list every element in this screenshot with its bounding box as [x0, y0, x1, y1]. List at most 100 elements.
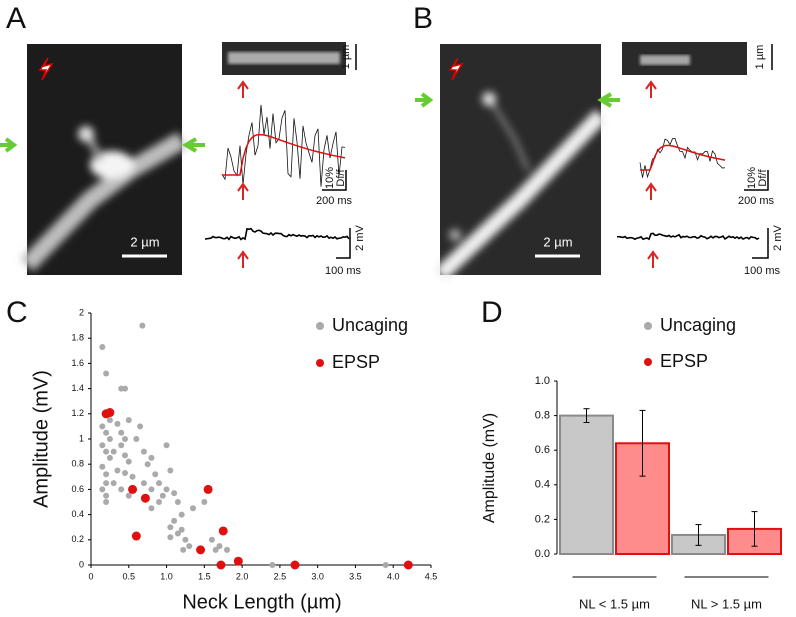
arrow	[415, 92, 434, 108]
point	[106, 417, 113, 424]
panel-label: B	[413, 2, 433, 35]
point	[125, 492, 132, 499]
panel-label: D	[481, 296, 503, 329]
scale-label: 200 ms	[738, 195, 775, 207]
point	[103, 448, 110, 455]
legend-marker	[316, 359, 324, 367]
y-tick-label: 0.6	[71, 484, 84, 494]
point	[110, 448, 117, 455]
scale-bar	[336, 228, 351, 259]
point	[216, 543, 223, 550]
point	[171, 517, 178, 524]
point	[105, 408, 115, 418]
point	[103, 492, 110, 499]
point	[133, 436, 140, 442]
x-tick-label: 4.0	[387, 571, 400, 581]
point	[122, 470, 128, 477]
point	[178, 526, 185, 533]
fit-line	[640, 144, 726, 171]
point	[180, 546, 187, 553]
legend-marker	[316, 322, 324, 330]
point	[148, 454, 155, 461]
stim-arrow	[237, 182, 249, 200]
point	[178, 511, 185, 518]
error-bar	[695, 524, 702, 546]
panel-label: C	[6, 296, 28, 329]
y-tick-label: 0.6	[535, 444, 550, 456]
line-scan	[222, 42, 346, 75]
y-tick-label: 0	[79, 559, 84, 569]
x-tick-label: 2.5	[274, 571, 287, 581]
point	[208, 536, 215, 543]
panel-label: A	[6, 2, 26, 35]
point	[163, 442, 170, 449]
point	[403, 560, 413, 570]
point	[114, 420, 121, 427]
y-tick-label: 1.6	[71, 358, 84, 368]
point	[103, 499, 110, 505]
point	[167, 534, 174, 541]
point	[118, 429, 125, 436]
scale-label: 1 µm	[340, 45, 352, 70]
bar	[559, 414, 614, 555]
y-tick-label: 1.0	[535, 375, 550, 387]
x-tick-label: NL > 1.5 µm	[691, 596, 762, 611]
scale-label: 100 ms	[744, 265, 781, 277]
micrograph	[434, 44, 607, 281]
point	[122, 385, 128, 392]
point	[201, 499, 208, 505]
arrow	[182, 137, 205, 153]
error-bar	[751, 511, 758, 547]
point	[99, 344, 106, 351]
point	[137, 423, 144, 430]
point	[212, 546, 219, 553]
scale-label: 10%	[746, 167, 758, 189]
point	[118, 442, 125, 449]
error-bar	[639, 409, 646, 477]
x-tick-label: 4.5	[425, 571, 438, 581]
legend-label: Uncaging	[660, 315, 736, 335]
x-tick-label: 3.0	[311, 571, 324, 581]
scale-label: 2 mV	[354, 225, 366, 251]
point	[152, 471, 159, 478]
scale-label: 100 ms	[325, 265, 362, 277]
point	[156, 499, 162, 505]
point	[125, 458, 132, 465]
y-tick-label: 0.4	[71, 509, 84, 519]
y-tick-label: 2	[79, 307, 84, 317]
point	[129, 473, 136, 480]
point	[122, 436, 128, 442]
point	[118, 486, 125, 493]
point	[106, 436, 113, 442]
line-scan	[622, 42, 747, 75]
scale-label: 1 µm	[754, 45, 766, 70]
point	[159, 492, 166, 499]
x-tick-label: 0	[88, 571, 93, 581]
y-tick-label: 0.8	[535, 410, 550, 422]
x-tick-label: 1.5	[198, 571, 211, 581]
x-axis-label: Neck Length (µm)	[182, 591, 341, 613]
point	[103, 370, 110, 377]
point	[99, 442, 106, 449]
point	[186, 543, 193, 550]
scale-bar	[744, 170, 769, 191]
epsp-trace	[616, 232, 760, 241]
point	[139, 322, 146, 329]
stim-arrow	[237, 250, 249, 268]
point	[99, 423, 106, 430]
point	[174, 499, 181, 505]
point	[144, 461, 151, 468]
legend-marker	[644, 358, 652, 366]
scale-label: 200 ms	[316, 195, 353, 207]
x-tick-label: 1.0	[160, 571, 173, 581]
scale-label: 2 mV	[772, 225, 784, 251]
point	[196, 545, 206, 555]
stim-arrow	[647, 250, 659, 268]
point	[125, 417, 132, 424]
point	[290, 560, 300, 570]
trace-line	[221, 104, 346, 187]
point	[99, 486, 106, 493]
point	[140, 448, 147, 455]
point	[114, 467, 121, 474]
